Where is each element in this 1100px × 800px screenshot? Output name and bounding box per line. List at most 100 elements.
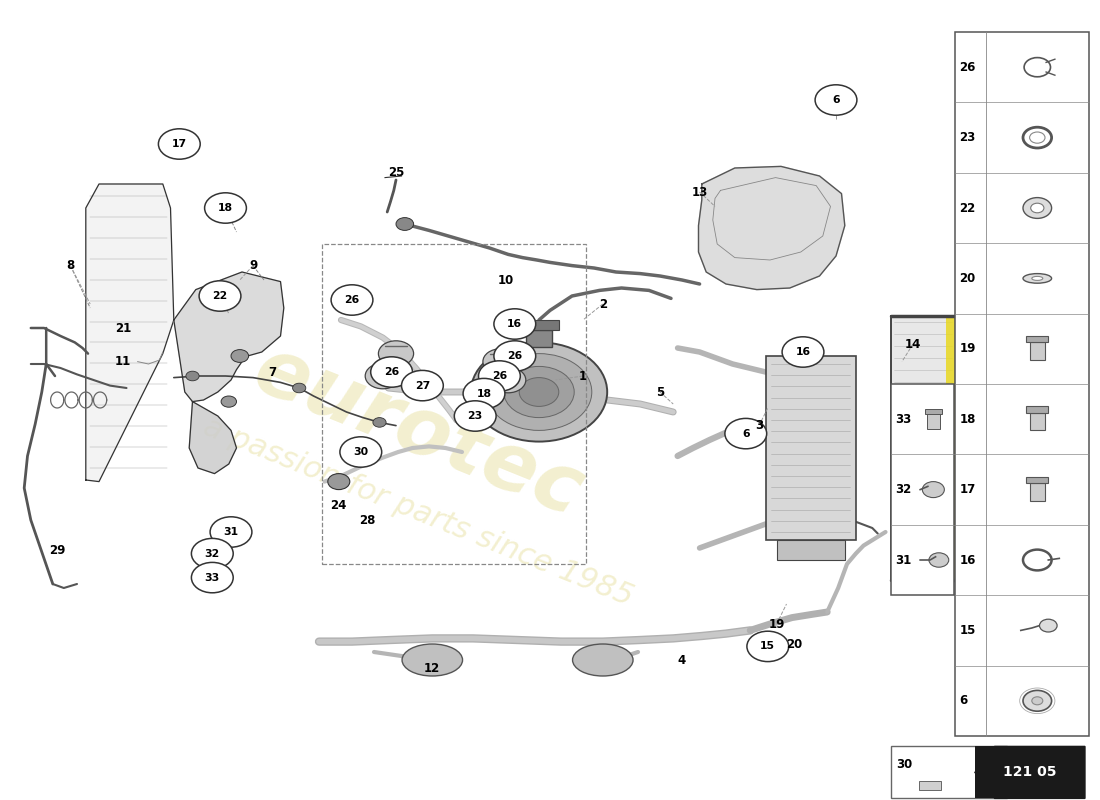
Circle shape: [815, 85, 857, 115]
Bar: [891, 384, 954, 595]
Text: 28: 28: [360, 514, 375, 526]
Bar: [1030, 342, 1045, 360]
Circle shape: [221, 396, 236, 407]
Text: 29: 29: [50, 544, 65, 557]
Bar: [1030, 413, 1045, 430]
Circle shape: [491, 367, 526, 393]
Circle shape: [478, 361, 520, 391]
Text: 17: 17: [172, 139, 187, 149]
Text: 27: 27: [415, 381, 430, 390]
Text: 16: 16: [795, 347, 811, 357]
Text: 6: 6: [742, 429, 749, 438]
Text: 2: 2: [598, 298, 607, 310]
Bar: [946, 316, 955, 580]
Text: 12: 12: [425, 662, 440, 674]
Text: 32: 32: [205, 549, 220, 558]
Text: 7: 7: [268, 366, 277, 378]
Text: 3: 3: [755, 419, 763, 432]
Bar: [1026, 477, 1048, 483]
Text: 16: 16: [959, 554, 976, 566]
Circle shape: [293, 383, 306, 393]
Polygon shape: [174, 272, 284, 402]
Circle shape: [494, 309, 536, 339]
Bar: [1030, 483, 1045, 501]
Bar: [1026, 406, 1048, 413]
Text: 23: 23: [468, 411, 483, 421]
Bar: [918, 781, 940, 790]
Text: 18: 18: [218, 203, 233, 213]
Polygon shape: [189, 402, 236, 474]
Text: 31: 31: [895, 554, 912, 566]
Bar: [526, 330, 552, 347]
Text: 16: 16: [507, 319, 522, 329]
Circle shape: [191, 562, 233, 593]
Circle shape: [158, 129, 200, 159]
Circle shape: [231, 350, 249, 362]
Text: 20: 20: [959, 272, 976, 285]
Ellipse shape: [1032, 277, 1043, 281]
Text: 18: 18: [476, 389, 492, 398]
Text: 24: 24: [331, 499, 346, 512]
Text: 8: 8: [66, 259, 75, 272]
Text: 19: 19: [769, 618, 784, 630]
Circle shape: [504, 366, 574, 418]
Circle shape: [371, 357, 412, 387]
Text: 32: 32: [895, 483, 912, 496]
Bar: [891, 746, 1008, 798]
Text: 1: 1: [579, 370, 587, 382]
Text: 33: 33: [895, 413, 912, 426]
Circle shape: [373, 418, 386, 427]
Circle shape: [519, 378, 559, 406]
Bar: [1026, 336, 1048, 342]
Bar: [924, 409, 942, 414]
Text: 5: 5: [656, 386, 664, 398]
Text: 22: 22: [959, 202, 976, 214]
Circle shape: [725, 418, 767, 449]
Circle shape: [483, 349, 518, 374]
Text: a passion for parts since 1985: a passion for parts since 1985: [199, 412, 637, 612]
Circle shape: [747, 631, 789, 662]
Circle shape: [328, 474, 350, 490]
Text: 6: 6: [959, 694, 968, 707]
Text: 26: 26: [344, 295, 360, 305]
Text: eurotec: eurotec: [242, 330, 594, 534]
Text: 121 05: 121 05: [1003, 766, 1057, 779]
Bar: [519, 320, 559, 330]
Text: 6: 6: [833, 95, 839, 105]
Circle shape: [1032, 697, 1043, 705]
Circle shape: [928, 553, 948, 567]
Text: 20: 20: [786, 638, 802, 650]
Polygon shape: [698, 166, 845, 290]
Text: 26: 26: [492, 371, 507, 381]
Circle shape: [922, 482, 944, 498]
Text: 9: 9: [249, 259, 257, 272]
Bar: [955, 32, 1089, 736]
Circle shape: [191, 538, 233, 569]
Circle shape: [331, 285, 373, 315]
Circle shape: [402, 370, 443, 401]
Circle shape: [340, 437, 382, 467]
Circle shape: [210, 517, 252, 547]
Polygon shape: [975, 746, 1085, 798]
Bar: [322, 244, 586, 564]
Circle shape: [1031, 203, 1044, 213]
Text: 15: 15: [760, 642, 775, 651]
Circle shape: [365, 363, 400, 389]
Circle shape: [378, 341, 414, 366]
Ellipse shape: [1023, 274, 1052, 283]
Text: 17: 17: [959, 483, 976, 496]
Bar: [926, 414, 939, 429]
Bar: [766, 356, 856, 540]
Text: 13: 13: [692, 186, 707, 198]
Text: 4: 4: [678, 654, 686, 666]
Circle shape: [1023, 198, 1052, 218]
Bar: [891, 316, 955, 580]
Text: 11: 11: [116, 355, 131, 368]
Circle shape: [1040, 619, 1057, 632]
Text: 15: 15: [959, 624, 976, 637]
Ellipse shape: [402, 644, 462, 676]
Circle shape: [199, 281, 241, 311]
Text: 25: 25: [388, 166, 404, 179]
Text: 21: 21: [116, 322, 131, 334]
Circle shape: [1023, 690, 1052, 711]
